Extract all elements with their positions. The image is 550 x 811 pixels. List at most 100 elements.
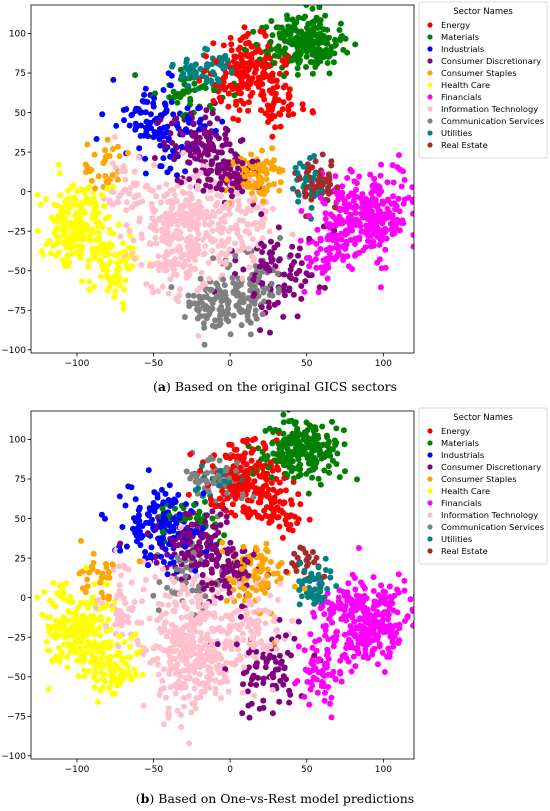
- data-point-industrials: [147, 111, 154, 118]
- data-point-utilities: [220, 65, 227, 72]
- data-point-materials: [316, 0, 322, 1]
- data-point-consumer-staples: [291, 583, 298, 590]
- data-point-health-care: [64, 654, 70, 660]
- data-point-financials: [337, 207, 343, 214]
- data-point-communication-services: [252, 307, 259, 314]
- data-point-materials: [280, 419, 287, 426]
- data-point-industrials: [167, 560, 174, 567]
- data-point-energy: [210, 40, 217, 47]
- data-point-information-technology: [110, 566, 117, 573]
- data-point-materials: [202, 498, 208, 505]
- data-point-consumer-discretionary: [280, 673, 287, 680]
- data-point-financials: [349, 614, 356, 621]
- data-point-health-care: [102, 678, 109, 685]
- data-point-information-technology: [148, 200, 155, 207]
- data-point-consumer-discretionary: [209, 569, 215, 576]
- data-point-materials: [314, 434, 321, 441]
- data-point-materials: [316, 51, 323, 58]
- data-point-materials: [171, 94, 178, 101]
- data-point-consumer-discretionary: [208, 552, 215, 559]
- data-point-financials: [379, 649, 386, 656]
- data-point-consumer-discretionary: [227, 166, 234, 173]
- data-point-energy: [267, 72, 274, 79]
- data-point-communication-services: [179, 568, 186, 574]
- data-point-information-technology: [200, 680, 207, 686]
- data-point-financials: [393, 203, 400, 209]
- data-point-health-care: [34, 594, 41, 601]
- data-point-financials: [416, 586, 422, 592]
- data-point-financials: [395, 195, 402, 202]
- data-point-utilities: [300, 163, 307, 170]
- data-point-energy: [229, 501, 236, 508]
- data-point-health-care: [79, 612, 86, 619]
- data-point-consumer-discretionary: [282, 632, 289, 639]
- data-point-information-technology: [222, 261, 229, 267]
- legend-label: Materials: [441, 438, 479, 448]
- legend-label: Real Estate: [441, 140, 488, 150]
- data-point-communication-services: [239, 291, 246, 298]
- data-point-communication-services: [223, 467, 230, 474]
- data-point-materials: [179, 112, 186, 119]
- data-point-information-technology: [170, 186, 177, 193]
- data-point-energy: [246, 508, 253, 515]
- data-point-information-technology: [214, 663, 220, 670]
- data-point-industrials: [137, 132, 144, 139]
- data-point-consumer-discretionary: [260, 243, 267, 250]
- data-point-industrials: [143, 128, 150, 135]
- data-point-materials: [313, 14, 320, 21]
- data-point-energy: [256, 513, 262, 520]
- data-point-health-care: [39, 611, 46, 618]
- data-point-financials: [361, 604, 368, 611]
- data-point-consumer-discretionary: [202, 519, 209, 525]
- data-point-consumer-staples: [270, 570, 277, 577]
- data-point-financials: [323, 247, 330, 253]
- data-point-materials: [288, 468, 295, 475]
- data-point-health-care: [98, 617, 104, 624]
- data-point-financials: [297, 237, 304, 244]
- data-point-financials: [382, 246, 389, 253]
- data-point-materials: [298, 28, 305, 35]
- data-point-consumer-staples: [124, 150, 131, 156]
- data-point-financials: [378, 582, 385, 589]
- data-point-information-technology: [172, 690, 179, 697]
- data-point-information-technology: [124, 613, 131, 620]
- data-point-industrials: [126, 122, 133, 129]
- data-point-materials: [320, 54, 327, 60]
- data-point-consumer-staples: [219, 539, 226, 546]
- data-point-consumer-discretionary: [235, 176, 242, 183]
- data-point-health-care: [91, 631, 98, 638]
- data-point-consumer-discretionary: [193, 521, 200, 528]
- data-point-industrials: [158, 486, 165, 493]
- legend-marker: [427, 428, 433, 434]
- data-point-real-estate: [326, 176, 333, 183]
- data-point-financials: [362, 646, 369, 653]
- data-point-information-technology: [235, 206, 242, 213]
- data-point-information-technology: [187, 183, 193, 190]
- data-point-health-care: [81, 632, 88, 638]
- data-point-energy: [232, 476, 239, 482]
- data-point-financials: [343, 208, 350, 215]
- data-point-consumer-discretionary: [294, 313, 301, 320]
- data-point-communication-services: [268, 280, 275, 287]
- data-point-materials: [310, 428, 317, 435]
- data-point-consumer-discretionary: [217, 511, 224, 518]
- data-point-information-technology: [166, 261, 173, 268]
- data-point-consumer-discretionary: [206, 537, 213, 544]
- data-point-industrials: [167, 165, 174, 172]
- data-point-consumer-staples: [102, 147, 109, 154]
- data-point-consumer-discretionary: [209, 586, 216, 593]
- data-point-financials: [348, 640, 355, 647]
- data-point-communication-services: [150, 592, 157, 599]
- data-point-consumer-discretionary: [269, 249, 276, 256]
- data-point-energy: [218, 98, 224, 105]
- data-point-health-care: [91, 670, 98, 677]
- data-point-information-technology: [220, 627, 227, 634]
- data-point-health-care: [120, 240, 126, 247]
- data-point-communication-services: [220, 276, 227, 283]
- data-point-financials: [301, 288, 308, 295]
- data-point-health-care: [74, 248, 81, 255]
- data-point-health-care: [79, 243, 86, 250]
- data-point-information-technology: [186, 740, 193, 747]
- data-point-information-technology: [240, 637, 247, 643]
- data-point-materials: [305, 26, 312, 33]
